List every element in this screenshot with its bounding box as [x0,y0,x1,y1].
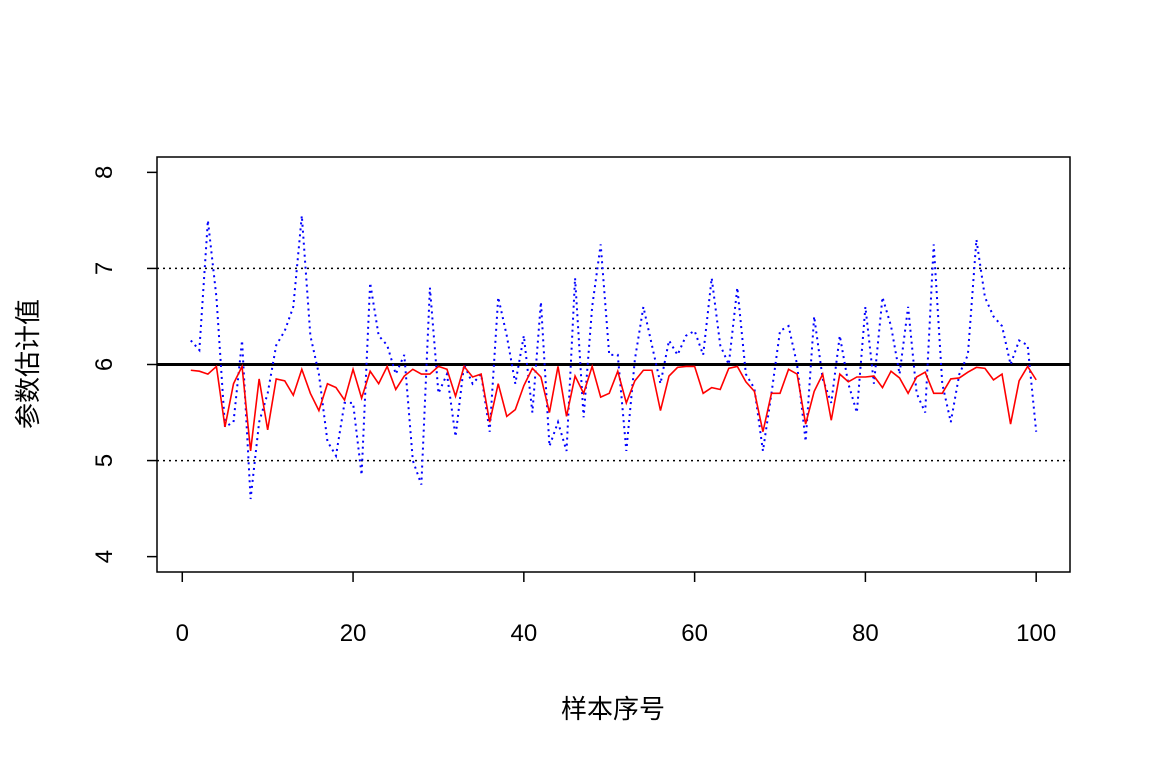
x-tick-label: 80 [852,620,879,647]
y-tick-label: 5 [91,454,118,467]
y-tick-label: 4 [91,550,118,563]
y-axis-label: 参数估计值 [13,299,43,429]
data-line [190,215,1038,500]
x-axis-label: 样本序号 [561,694,665,724]
x-tick-label: 100 [1016,620,1056,647]
y-tick-label: 8 [91,166,118,179]
y-tick-label: 7 [91,262,118,275]
x-tick-label: 40 [510,620,537,647]
x-tick-label: 20 [340,620,367,647]
data-line [190,363,1037,452]
y-tick-label: 6 [91,358,118,371]
x-tick-label: 60 [681,620,708,647]
x-tick-label: 0 [176,620,189,647]
